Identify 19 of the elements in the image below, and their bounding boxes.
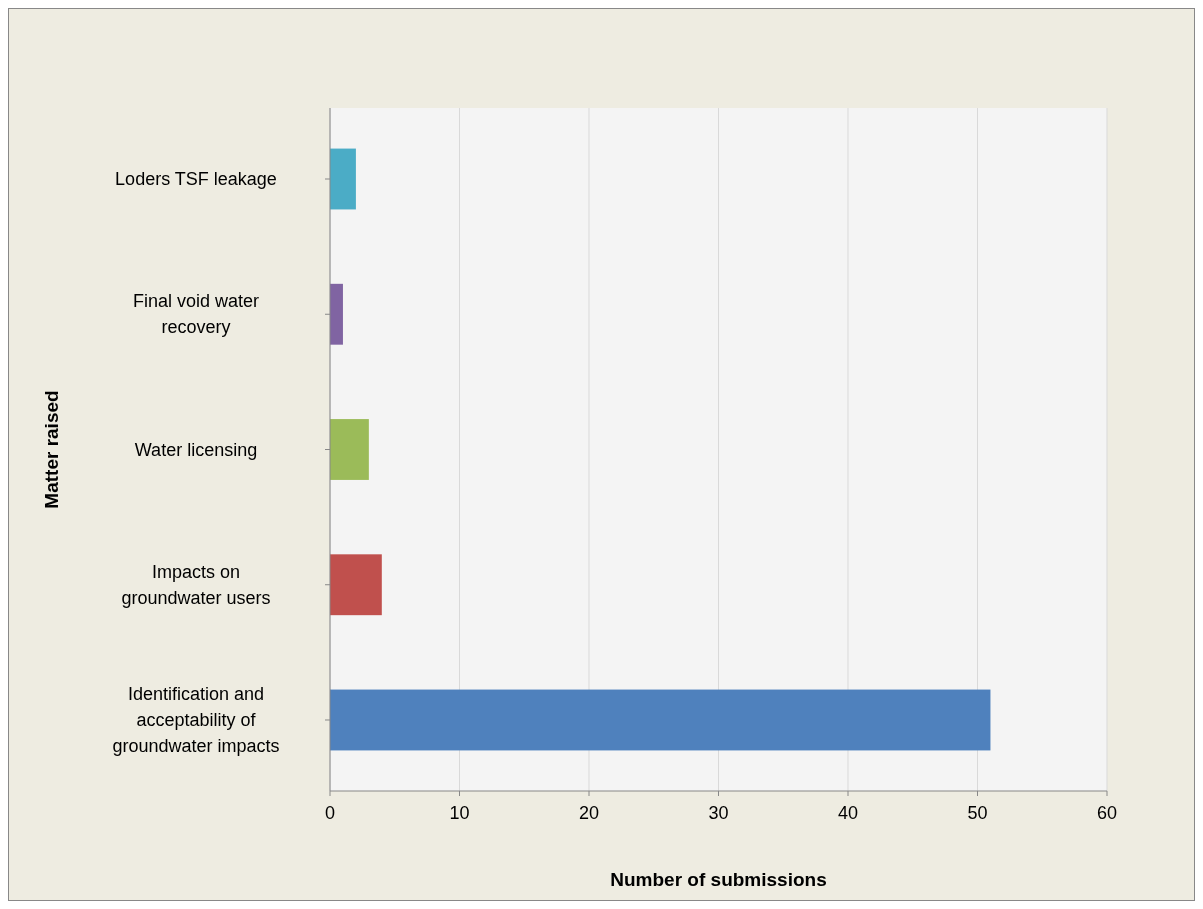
y-axis-title: Matter raised (41, 390, 62, 509)
x-tick-label: 20 (578, 803, 600, 823)
y-tick-label: Final void water recovery (132, 291, 260, 338)
y-tick-label: Loders TSF leakage (115, 169, 277, 189)
x-tick-label: 40 (837, 803, 859, 823)
bar (330, 419, 369, 480)
bar (330, 148, 356, 210)
x-axis-title: Number of submissions (610, 869, 827, 890)
x-tick-label: 60 (1096, 803, 1118, 823)
x-tick-label: 0 (324, 803, 336, 823)
y-tick-label: Impacts on groundwater users (121, 561, 271, 608)
x-tick-label: 10 (449, 803, 470, 823)
x-tick-label: 50 (967, 803, 988, 823)
y-tick-label: Water licensing (134, 439, 258, 460)
bar (330, 689, 991, 751)
y-tick-label: Identification and acceptability of groundwater impacts (112, 684, 280, 756)
x-tick-label: 30 (708, 803, 729, 823)
bar (330, 554, 382, 616)
bar (330, 283, 343, 345)
